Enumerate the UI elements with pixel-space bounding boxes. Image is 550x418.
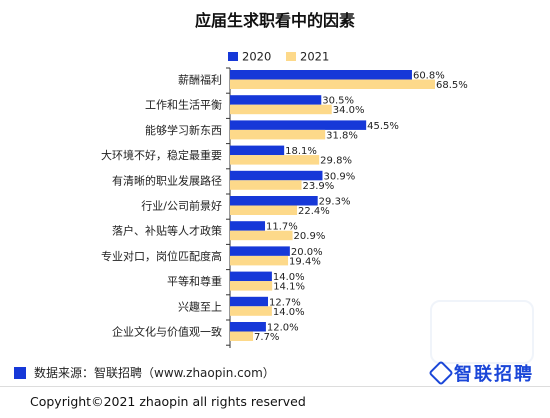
value-label-2021: 14.1%	[273, 282, 305, 293]
value-labels: 60.8%68.5% 30.5%34.0%45.5% 31.8% 18.1%29.8%…	[254, 71, 468, 344]
bar-2020	[230, 322, 266, 332]
legend-label-2021: 2021	[300, 50, 329, 64]
value-label-2020: 12.0%	[267, 323, 299, 334]
value-label-2021: 19.4%	[289, 256, 321, 267]
source-text: 数据来源：智联招聘（www.zhaopin.com）	[34, 366, 275, 380]
bar-2021	[230, 180, 302, 190]
category-label: 大环境不好，稳定最重要	[101, 148, 222, 162]
value-label-2020: 60.8%	[413, 71, 445, 82]
category-label: 落户、补贴等人才政策	[112, 224, 222, 238]
value-label-2020: 18.1%	[285, 146, 317, 157]
category-label: 兴趣至上	[178, 299, 222, 313]
value-label-2020: 45.5%	[367, 121, 399, 132]
legend: 2020 2021	[228, 50, 329, 64]
value-label-2021: 29.8%	[320, 156, 352, 167]
bar-2021	[230, 281, 273, 291]
value-label-2021: 20.9%	[294, 231, 326, 242]
bar-2020	[230, 70, 412, 80]
bar-chart: 应届生求职看中的因素 2020 2021 薪酬福利工作和生活平衡能够学习新东西大环…	[101, 11, 468, 348]
chart-title: 应届生求职看中的因素	[195, 11, 355, 30]
value-label-2021: 14.0%	[273, 307, 305, 318]
copyright-text: Copyright©2021 zhaopin all rights reserv…	[30, 394, 306, 409]
bar-2020	[230, 120, 367, 130]
y-axis-ticks	[226, 67, 230, 346]
legend-label-2020: 2020	[242, 50, 271, 64]
category-label: 薪酬福利	[178, 73, 222, 87]
brand-name: 智联招聘	[454, 364, 534, 385]
bar-2020	[230, 271, 272, 282]
legend-swatch-2021	[286, 52, 296, 61]
bar-2020	[230, 246, 290, 256]
brand-logo: 智联招聘	[428, 360, 534, 386]
bar-2021	[230, 79, 435, 89]
value-label-2021: 22.4%	[298, 206, 330, 217]
bar-2021	[230, 255, 289, 266]
bar-2020	[230, 145, 285, 156]
value-label-2020: 30.5%	[322, 96, 354, 107]
value-label-2020: 29.3%	[319, 197, 351, 208]
bar-2021	[230, 129, 326, 140]
bar-2020	[230, 95, 322, 105]
bar-2021	[230, 104, 332, 115]
value-label-2021: 31.8%	[326, 130, 358, 141]
category-label: 专业对口，岗位匹配度高	[101, 249, 222, 263]
value-label-2021: 23.9%	[303, 181, 335, 192]
bar-2021	[230, 331, 254, 341]
value-label-2020: 30.9%	[323, 171, 355, 182]
source-marker	[14, 366, 26, 379]
bars	[230, 70, 435, 341]
value-label-2020: 20.0%	[291, 247, 323, 258]
footer-divider	[0, 386, 550, 387]
category-labels: 薪酬福利工作和生活平衡能够学习新东西大环境不好，稳定最重要有清晰的职业发展路径行…	[101, 73, 222, 339]
category-label: 平等和尊重	[167, 274, 222, 288]
bar-2020	[230, 170, 323, 181]
source-row: 数据来源：智联招聘（www.zhaopin.com）	[14, 364, 275, 381]
value-label-2021: 7.7%	[254, 332, 279, 343]
category-label: 有清晰的职业发展路径	[112, 173, 222, 187]
bar-2021	[230, 306, 272, 316]
legend-swatch-2020	[228, 52, 238, 61]
value-label-2021: 68.5%	[436, 80, 468, 91]
value-label-2020: 14.0%	[273, 272, 305, 283]
watermark-logo	[430, 300, 534, 364]
value-label-2020: 11.7%	[266, 222, 298, 233]
bar-2020	[230, 221, 266, 231]
bar-2020	[230, 196, 318, 206]
bar-2021	[230, 155, 320, 165]
bar-2021	[230, 205, 298, 215]
value-label-2020: 12.7%	[269, 297, 301, 308]
bar-2021	[230, 230, 293, 241]
brand-mark-icon	[428, 360, 454, 386]
category-label: 能够学习新东西	[145, 123, 222, 137]
value-label-2021: 34.0%	[333, 105, 365, 116]
bar-2020	[230, 296, 269, 307]
category-label: 企业文化与价值观一致	[112, 325, 222, 339]
category-label: 行业/公司前景好	[141, 199, 222, 213]
category-label: 工作和生活平衡	[145, 98, 222, 112]
